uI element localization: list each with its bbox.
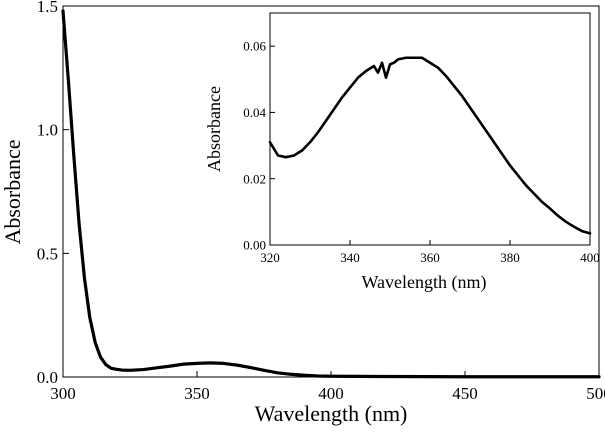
main-x-tick-label: 400 (318, 384, 344, 403)
main-x-tick-label: 350 (184, 384, 210, 403)
inset-x-tick-label: 360 (420, 250, 440, 265)
main-y-tick-label: 1.5 (37, 0, 58, 16)
main-series-line (61, 9, 601, 379)
main-x-tick-label: 300 (50, 384, 76, 403)
main-x-axis-title: Wavelength (nm) (255, 401, 408, 426)
inset-tick-labels: 320 340 360 380 400 0.00 0.02 0.04 0.06 (243, 39, 600, 265)
inset-x-tick-label: 400 (580, 250, 600, 265)
main-y-tick-label: 0.0 (37, 368, 58, 387)
inset-x-tick-label: 320 (260, 250, 280, 265)
main-y-axis-title: Absorbance (0, 139, 25, 244)
main-tick-marks (62, 5, 600, 378)
inset-x-tick-label: 340 (340, 250, 360, 265)
inset-series-line (268, 56, 592, 235)
inset-y-tick-label: 0.00 (243, 238, 266, 253)
inset-y-axis-title: Absorbance (204, 86, 224, 172)
inset-y-tick-label: 0.02 (243, 171, 266, 186)
inset-y-tick-label: 0.04 (243, 105, 266, 120)
inset-y-tick-label: 0.06 (243, 39, 266, 54)
main-y-tick-label: 1.0 (37, 121, 58, 140)
inset-chart: 320 340 360 380 400 0.00 0.02 0.04 0.06 Waveleng… (204, 12, 600, 293)
inset-background (270, 13, 590, 245)
main-tick-labels: 300 350 400 450 500 0.0 0.5 1.0 1.5 (37, 0, 605, 403)
main-x-tick-label: 450 (452, 384, 478, 403)
inset-x-tick-label: 380 (500, 250, 520, 265)
main-x-tick-label: 500 (586, 384, 605, 403)
main-y-tick-label: 0.5 (37, 244, 58, 263)
inset-tick-marks (269, 45, 591, 246)
inset-x-axis-title: Wavelength (nm) (361, 272, 486, 293)
